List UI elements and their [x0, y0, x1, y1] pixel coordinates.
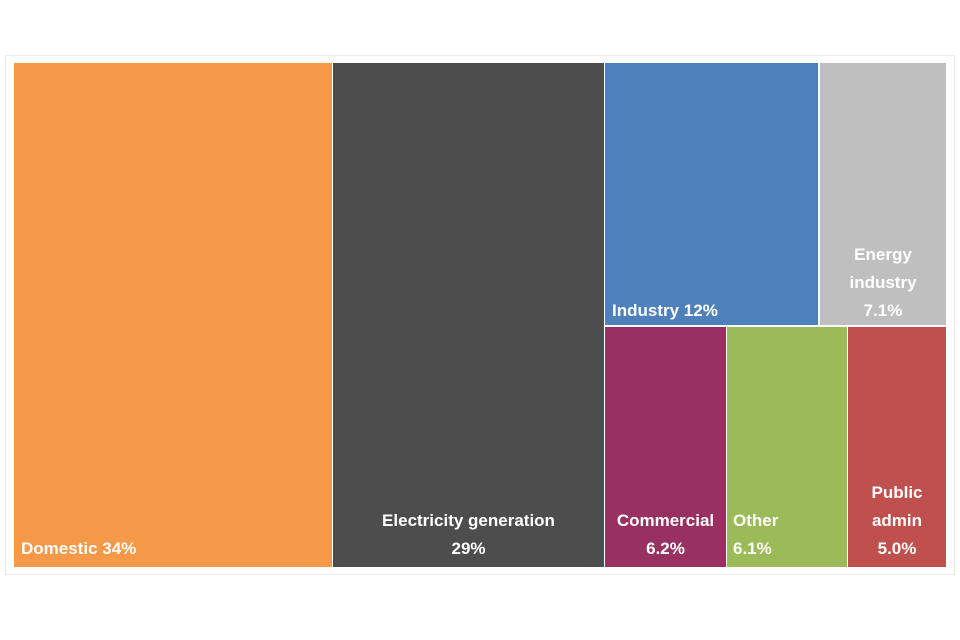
tile-value: 29% — [451, 539, 486, 558]
tile-label: Electricity generation 29% — [333, 507, 604, 563]
tile-value: 7.1% — [863, 301, 903, 320]
tile-name-value: Industry 12% — [612, 301, 718, 320]
tile-name: Commercial — [616, 511, 715, 530]
treemap-tile-public-admin: Public admin 5.0% — [848, 327, 946, 567]
tile-name: Electricity generation — [382, 511, 555, 530]
tile-label: Public admin 5.0% — [848, 479, 946, 563]
tile-name: Other — [733, 511, 779, 530]
tile-name-part: industry — [849, 273, 917, 292]
tile-label: Industry 12% — [612, 297, 718, 325]
treemap-tile-electricity-generation: Electricity generation 29% — [333, 63, 604, 567]
treemap-tile-energy-industry: Energy industry 7.1% — [820, 63, 946, 325]
tile-label: Energy industry 7.1% — [820, 241, 946, 325]
tile-name-part: admin — [871, 511, 923, 530]
tile-name-value: Domestic 34% — [21, 539, 137, 558]
tile-value: 6.1% — [733, 539, 772, 558]
treemap-tile-industry: Industry 12% — [605, 63, 818, 325]
treemap-tile-commercial: Commercial 6.2% — [605, 327, 726, 567]
tile-name-part: Energy — [854, 245, 912, 264]
tile-name-part: Public — [871, 483, 923, 502]
treemap-tile-domestic: Domestic 34% — [14, 63, 332, 567]
tile-label: Domestic 34% — [21, 535, 136, 563]
tile-value: 6.2% — [646, 539, 685, 558]
treemap-tile-other: Other 6.1% — [727, 327, 847, 567]
tile-label: Other 6.1% — [733, 507, 778, 563]
tile-value: 5.0% — [877, 539, 917, 558]
tile-label: Commercial 6.2% — [605, 507, 726, 563]
